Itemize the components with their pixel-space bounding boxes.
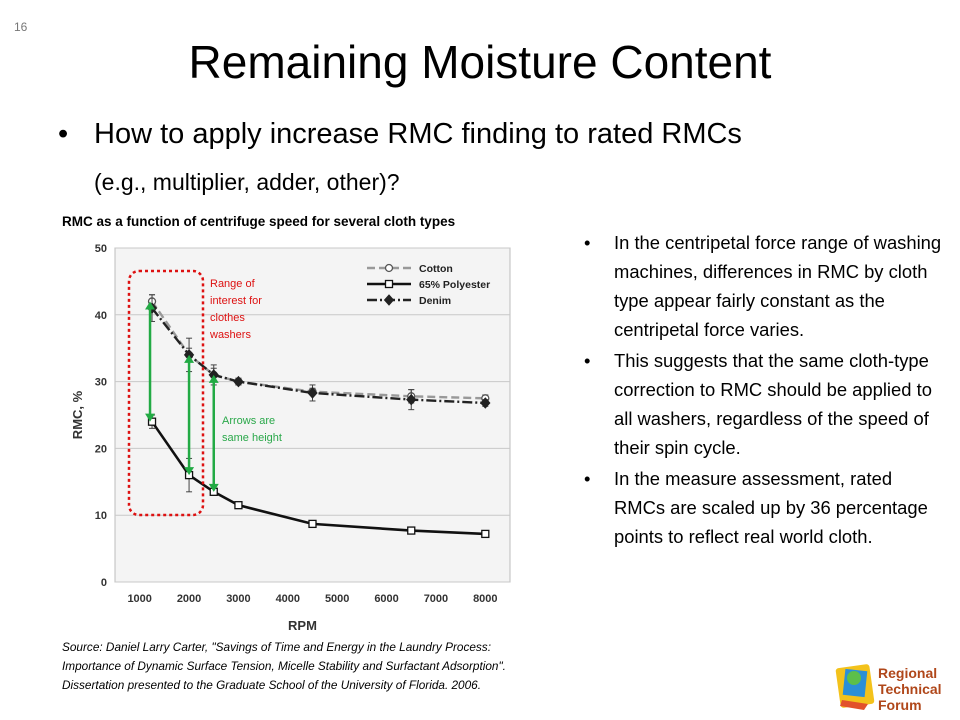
x-tick-label: 8000 xyxy=(473,593,497,605)
bullet-marker: • xyxy=(58,118,69,150)
data-point xyxy=(308,519,317,529)
x-tick-label: 5000 xyxy=(325,593,349,605)
arrow-head xyxy=(208,374,219,383)
legend-label: Denim xyxy=(419,295,451,307)
range-label-line: washers xyxy=(209,329,251,341)
range-label-line: interest for xyxy=(210,295,262,307)
arrow-head xyxy=(145,413,156,422)
regional-technical-forum-logo: Regional Technical Forum xyxy=(835,664,942,713)
arrow-head xyxy=(145,301,156,310)
chart-annotations: Range of interest for clothes washers Arrows… xyxy=(127,269,282,517)
y-tick-label: 40 xyxy=(95,310,107,322)
x-tick-label: 7000 xyxy=(424,593,448,605)
y-tick-label: 10 xyxy=(95,510,107,522)
y-axis-label: RMC, % xyxy=(70,390,85,439)
right-bullet-2: • This suggests that the same cloth-type … xyxy=(584,346,944,462)
bullet-marker: • xyxy=(584,350,591,371)
right-bullet-list: • In the centripetal force range of washi… xyxy=(584,228,944,553)
data-point xyxy=(233,375,244,388)
data-point xyxy=(307,387,318,399)
legend-item: Cotton xyxy=(367,263,453,275)
chart-caption: RMC as a function of centrifuge speed fo… xyxy=(62,214,456,229)
x-axis-label: RPM xyxy=(288,618,317,633)
legend-label: 65% Polyester xyxy=(419,279,490,291)
chart-axes: 0 10 20 30 40 50 1000 2000 3000 4000 5000 6000 7000 8… xyxy=(70,243,498,633)
arrow-head xyxy=(184,354,195,363)
arrow-head xyxy=(208,483,219,492)
equal-height-arrow xyxy=(208,374,219,492)
x-tick-label: 3000 xyxy=(226,593,250,605)
range-label-line: Range of xyxy=(210,278,256,290)
data-point xyxy=(234,501,243,510)
legend-label: Cotton xyxy=(419,263,453,275)
logo-text-line: Technical xyxy=(878,681,942,697)
logo-text-line: Forum xyxy=(878,697,922,713)
data-point xyxy=(384,279,394,289)
data-point xyxy=(384,263,394,273)
x-tick-label: 6000 xyxy=(374,593,398,605)
slide-title: Remaining Moisture Content xyxy=(188,36,772,88)
right-bullet-text: This suggests that the same cloth-type c… xyxy=(614,350,932,458)
rmc-chart: 0 10 20 30 40 50 1000 2000 3000 4000 5000 6000 7000 8… xyxy=(70,243,511,633)
arrows-label-line: same height xyxy=(222,432,282,444)
right-bullet-1: • In the centripetal force range of washi… xyxy=(584,228,944,344)
arrow-head xyxy=(184,467,195,476)
y-tick-label: 20 xyxy=(95,443,107,455)
data-point xyxy=(481,529,490,539)
bullet-marker: • xyxy=(584,232,591,253)
x-tick-label: 2000 xyxy=(177,593,201,605)
main-bullet-text: How to apply increase RMC finding to rat… xyxy=(94,118,742,150)
chart-legend: Cotton 65% Polyester Denim xyxy=(367,263,490,307)
data-point xyxy=(383,294,395,306)
range-of-interest-box xyxy=(127,269,205,517)
legend-item: 65% Polyester xyxy=(367,279,490,291)
right-bullet-3: • In the measure assessment, rated RMCs a… xyxy=(584,464,944,551)
data-point xyxy=(406,393,417,406)
data-point xyxy=(407,526,416,535)
y-tick-label: 50 xyxy=(95,243,107,255)
right-bullet-text: In the measure assessment, rated RMCs ar… xyxy=(614,468,928,547)
y-tick-label: 30 xyxy=(95,377,107,389)
equal-height-arrow xyxy=(184,354,195,476)
equal-height-arrow xyxy=(145,301,156,422)
right-bullet-text: In the centripetal force range of washin… xyxy=(614,232,942,340)
arrows-label-line: Arrows are xyxy=(222,415,275,427)
y-tick-label: 0 xyxy=(101,577,107,589)
x-tick-label: 4000 xyxy=(276,593,300,605)
bullet-marker: • xyxy=(584,468,591,489)
logo-text-line: Regional xyxy=(878,665,937,681)
data-point xyxy=(480,397,491,409)
main-bullet-subtext: (e.g., multiplier, adder, other)? xyxy=(94,169,400,195)
slide-number: 16 xyxy=(14,20,28,34)
source-note: Source: Daniel Larry Carter, "Savings of… xyxy=(62,640,506,692)
legend-item: Denim xyxy=(367,294,451,307)
x-tick-label: 1000 xyxy=(127,593,151,605)
range-label-line: clothes xyxy=(210,312,245,324)
